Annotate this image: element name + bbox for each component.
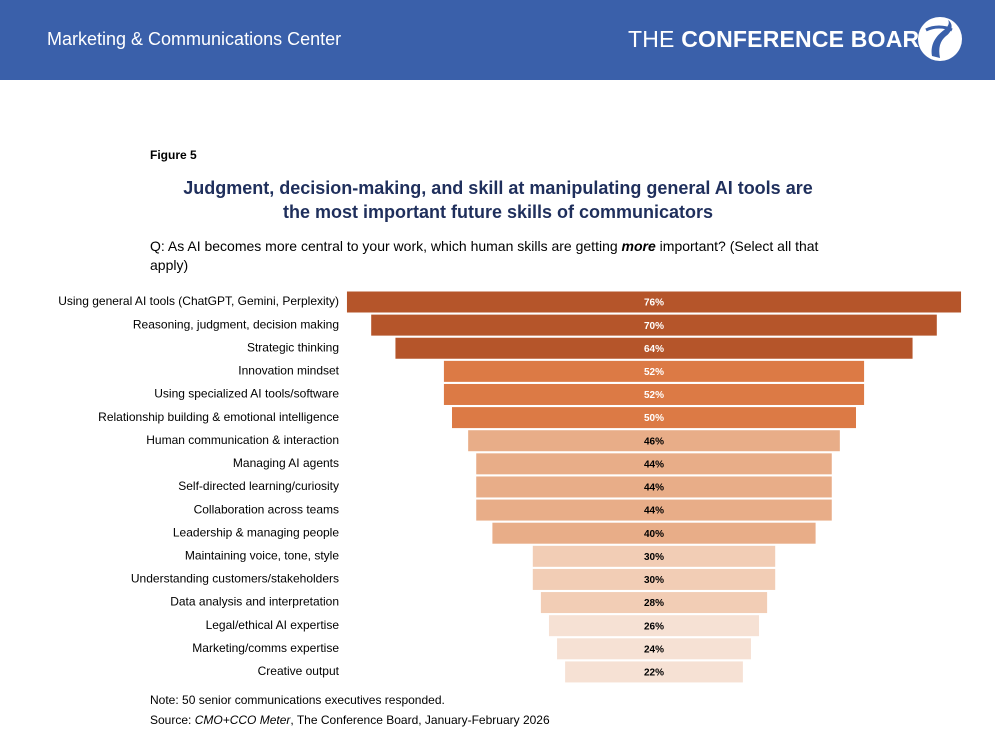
value-label: 46% [644,436,664,447]
category-label: Data analysis and interpretation [170,595,339,609]
bar [476,476,832,498]
bar [371,314,937,336]
bar [565,661,743,683]
header-bar: Marketing & Communications Center THE CO… [0,0,995,80]
value-label: 30% [644,575,664,586]
value-label: 50% [644,413,664,424]
category-label: Strategic thinking [247,340,339,354]
category-label: Self-directed learning/curiosity [178,479,339,493]
value-label: 28% [644,598,664,609]
bar [346,291,962,313]
bar [452,407,856,429]
bar [557,638,751,660]
category-label: Reasoning, judgment, decision making [133,317,339,331]
question-text: important? (Select all that apply) [150,238,819,273]
category-label: Innovation mindset [238,364,339,378]
source: Source: CMO+CCO Meter, The Conference Bo… [150,710,550,730]
title-line: the most important future skills of comm… [282,202,714,222]
value-label: 70% [644,321,664,332]
category-label: Relationship building & emotional intell… [98,410,339,424]
value-label: 26% [644,621,664,632]
bar [395,337,913,359]
chart-title: Judgment, decision-making, and skill at … [100,176,896,224]
value-label: 52% [644,390,664,401]
bar [443,360,865,382]
category-label: Managing AI agents [233,456,339,470]
value-label: 22% [644,668,664,679]
category-label: Legal/ethical AI expertise [206,618,340,632]
bar [532,545,776,567]
category-label: Creative output [258,664,340,678]
question-emphasis: more [621,238,656,254]
category-label: Marketing/comms expertise [192,641,339,655]
bar [532,568,776,590]
title-line: Judgment, decision-making, and skill at … [183,178,813,198]
bar [492,522,816,544]
category-label: Understanding customers/stakeholders [131,572,339,586]
value-label: 44% [644,506,664,517]
question-text: Q: As AI becomes more central to your wo… [150,238,622,254]
source-title: CMO+CCO Meter [194,713,291,727]
category-label: Using specialized AI tools/software [154,387,339,401]
value-label: 44% [644,459,664,470]
section-title: Marketing & Communications Center [47,29,342,49]
value-label: 64% [644,344,664,355]
bar [468,430,840,452]
value-label: 40% [644,529,664,540]
value-label: 52% [644,367,664,378]
category-label: Using general AI tools (ChatGPT, Gemini,… [58,294,339,308]
bar [476,499,832,521]
logo[interactable]: THE CONFERENCE BOARD [628,26,936,53]
value-label: 76% [644,298,664,309]
source-text: , The Conference Board, January-February… [290,713,550,727]
category-label: Leadership & managing people [173,525,339,539]
question: Q: As AI becomes more central to your wo… [150,237,840,275]
logo-text: CONFERENCE BOARD [681,26,937,52]
value-label: 24% [644,644,664,655]
logo-icon [918,17,962,61]
notes: Note: 50 senior communications executive… [150,690,550,730]
value-label: 44% [644,483,664,494]
category-label: Collaboration across teams [194,502,339,516]
logo-text: THE [628,26,675,52]
value-label: 30% [644,552,664,563]
note: Note: 50 senior communications executive… [150,693,445,707]
bar [476,453,832,475]
source-text: Source: [150,713,195,727]
category-label: Human communication & interaction [146,433,339,447]
bar [443,383,865,405]
figure-label: Figure 5 [150,148,197,162]
bar [548,615,760,637]
category-label: Maintaining voice, tone, style [185,548,339,562]
bar [540,592,768,614]
